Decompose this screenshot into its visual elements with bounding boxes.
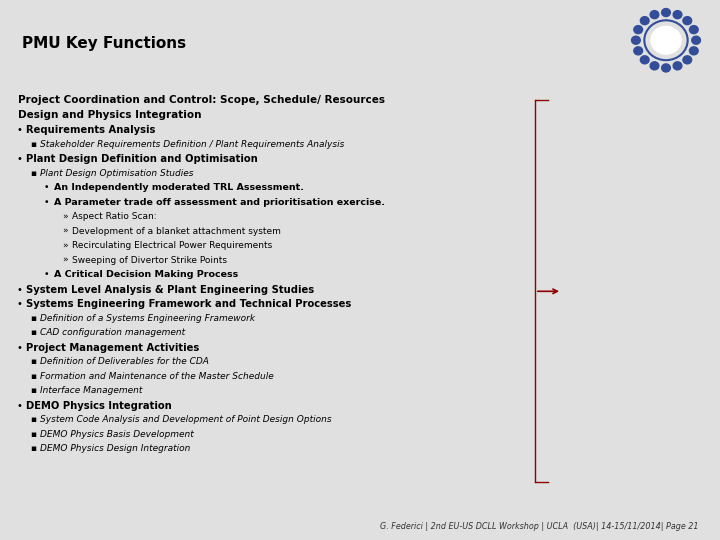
Text: Stakeholder Requirements Definition / Plant Requirements Analysis: Stakeholder Requirements Definition / Pl… (40, 140, 344, 149)
Text: •: • (44, 183, 50, 192)
Circle shape (673, 11, 682, 19)
Circle shape (650, 62, 659, 70)
Text: ▪: ▪ (30, 169, 36, 178)
Text: •: • (16, 125, 22, 136)
Circle shape (631, 36, 640, 44)
Circle shape (640, 17, 649, 25)
Circle shape (640, 56, 649, 64)
Text: »: » (62, 241, 68, 251)
Text: Project Management Activities: Project Management Activities (26, 343, 199, 353)
Text: CAD configuration management: CAD configuration management (40, 328, 185, 338)
Text: An Independently moderated TRL Assessment.: An Independently moderated TRL Assessmen… (54, 183, 304, 192)
Text: System Level Analysis & Plant Engineering Studies: System Level Analysis & Plant Engineerin… (26, 285, 314, 295)
Text: Systems Engineering Framework and Technical Processes: Systems Engineering Framework and Techni… (26, 299, 351, 309)
Circle shape (683, 56, 692, 64)
Text: •: • (16, 154, 22, 164)
Circle shape (650, 11, 659, 19)
Text: ▪: ▪ (30, 415, 36, 424)
Text: Definition of Deliverables for the CDA: Definition of Deliverables for the CDA (40, 357, 209, 366)
Text: »: » (62, 212, 68, 221)
Text: A Critical Decision Making Process: A Critical Decision Making Process (54, 271, 238, 279)
Circle shape (683, 17, 692, 25)
Text: •: • (16, 299, 22, 309)
Text: Sweeping of Divertor Strike Points: Sweeping of Divertor Strike Points (72, 256, 227, 265)
Text: »: » (62, 227, 68, 236)
Text: Plant Design Optimisation Studies: Plant Design Optimisation Studies (40, 169, 194, 178)
Text: •: • (44, 198, 50, 207)
Text: Development of a blanket attachment system: Development of a blanket attachment syst… (72, 227, 281, 236)
Circle shape (662, 9, 670, 17)
Text: Aspect Ratio Scan:: Aspect Ratio Scan: (72, 212, 157, 221)
Text: ▪: ▪ (30, 430, 36, 439)
Text: System Code Analysis and Development of Point Design Options: System Code Analysis and Development of … (40, 415, 332, 424)
Text: Interface Management: Interface Management (40, 386, 143, 395)
Text: ▪: ▪ (30, 386, 36, 395)
Circle shape (673, 62, 682, 70)
Text: •: • (44, 271, 50, 279)
Text: G. Federici | 2nd EU-US DCLL Workshop | UCLA  (USA)| 14-15/11/2014| Page 21: G. Federici | 2nd EU-US DCLL Workshop | … (380, 522, 698, 531)
Text: DEMO Physics Design Integration: DEMO Physics Design Integration (40, 444, 190, 453)
Text: ▪: ▪ (30, 444, 36, 453)
Text: ▪: ▪ (30, 314, 36, 323)
Text: Formation and Maintenance of the Master Schedule: Formation and Maintenance of the Master … (40, 372, 274, 381)
Circle shape (690, 47, 698, 55)
Text: Requirements Analysis: Requirements Analysis (26, 125, 156, 136)
Circle shape (634, 25, 642, 33)
Circle shape (692, 36, 701, 44)
Circle shape (651, 26, 681, 54)
Text: •: • (16, 285, 22, 295)
Text: Plant Design Definition and Optimisation: Plant Design Definition and Optimisation (26, 154, 258, 164)
Text: »: » (62, 256, 68, 265)
Circle shape (662, 64, 670, 72)
Text: Recirculating Electrical Power Requirements: Recirculating Electrical Power Requireme… (72, 241, 272, 251)
Text: ▪: ▪ (30, 357, 36, 366)
Text: ▪: ▪ (30, 328, 36, 338)
Text: PMU Key Functions: PMU Key Functions (22, 36, 186, 51)
Circle shape (690, 25, 698, 33)
Text: DEMO Physics Basis Development: DEMO Physics Basis Development (40, 430, 194, 439)
Text: ▪: ▪ (30, 140, 36, 149)
Text: Definition of a Systems Engineering Framework: Definition of a Systems Engineering Fram… (40, 314, 255, 323)
Text: ▪: ▪ (30, 372, 36, 381)
Text: •: • (16, 343, 22, 353)
Circle shape (634, 47, 642, 55)
Text: •: • (16, 401, 22, 411)
Text: DEMO Physics Integration: DEMO Physics Integration (26, 401, 172, 411)
Text: Project Coordination and Control: Scope, Schedule/ Resources
Design and Physics : Project Coordination and Control: Scope,… (18, 95, 385, 120)
Text: A Parameter trade off assessment and prioritisation exercise.: A Parameter trade off assessment and pri… (54, 198, 385, 207)
